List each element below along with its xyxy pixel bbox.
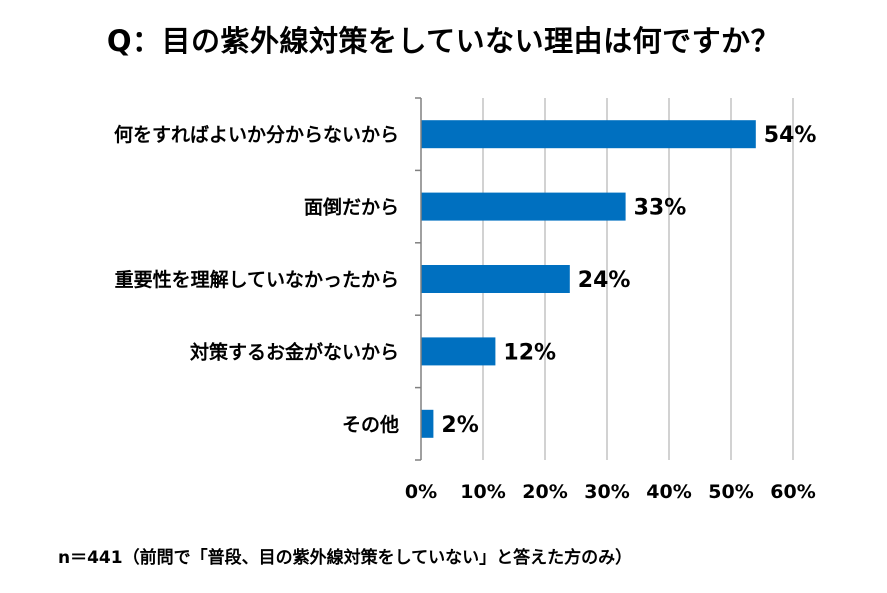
x-tick-label: 10% — [460, 481, 505, 503]
bar — [421, 337, 496, 366]
category-label: 対策するお金がないから — [189, 340, 399, 363]
data-label: 24% — [578, 268, 631, 293]
bar — [421, 265, 570, 293]
sample-note: n＝441（前問で「普段、目の紫外線対策をしていない」と答えた方のみ） — [58, 548, 633, 568]
data-label: 33% — [634, 196, 687, 221]
x-tick-label: 40% — [646, 481, 691, 503]
category-label: 何をすればよいか分からないから — [114, 123, 399, 146]
x-tick-label: 20% — [522, 481, 567, 503]
y-axis — [415, 97, 422, 461]
x-tick-label: 60% — [770, 481, 815, 503]
category-label: 面倒だから — [304, 196, 399, 219]
x-tick-label: 30% — [584, 481, 629, 503]
bars — [421, 120, 756, 438]
data-label: 12% — [503, 340, 556, 365]
bar — [421, 192, 626, 221]
bar — [421, 409, 434, 438]
labels: 0% 10% 20% 30% 40% 50% 60% 何をすればよいか分からないから 54% 面倒… — [114, 123, 816, 503]
data-label: 54% — [764, 123, 817, 148]
x-tick-label: 50% — [708, 481, 753, 503]
chart-title: Q：目の紫外線対策をしていない理由は何ですか？ — [106, 24, 781, 58]
bar — [421, 120, 756, 149]
category-label: 重要性を理解していなかったから — [115, 268, 399, 291]
category-label: その他 — [342, 413, 399, 436]
x-tick-label: 0% — [405, 481, 437, 503]
data-label: 2% — [441, 413, 478, 438]
